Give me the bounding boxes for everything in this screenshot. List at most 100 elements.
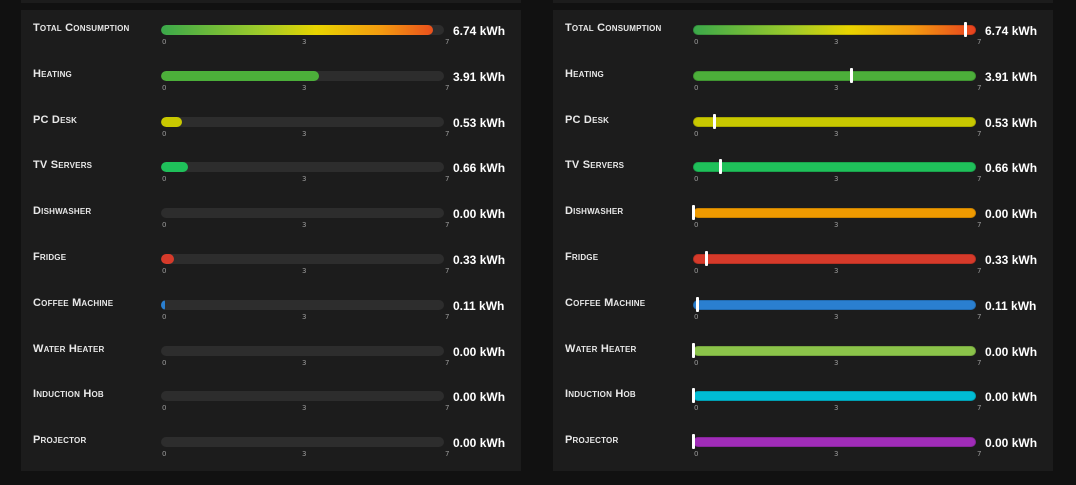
meter-label: Induction Hob xyxy=(565,388,636,401)
right-energy-panel: Total Consumption 0 3 7 6.74 kWh Heating 0 3 7 3.… xyxy=(553,10,1053,471)
meter-label: Dishwasher xyxy=(565,205,624,218)
scale-tick-label: 0 xyxy=(162,267,167,275)
meter-fill xyxy=(161,254,175,264)
meter-track xyxy=(693,70,976,81)
meter-value: 0.00 kWh xyxy=(985,390,1038,405)
scale-tick-label: 0 xyxy=(162,83,167,92)
scale-tick-label: 7 xyxy=(977,83,982,92)
meter-label: Fridge xyxy=(565,251,599,263)
scale-tick-label: 3 xyxy=(834,404,839,413)
left-panel-top-edge xyxy=(21,0,521,3)
left-meter-row-tv-servers: TV Servers 0 3 7 0.66 kWh xyxy=(21,147,521,193)
meter-value: 0.00 kWh xyxy=(985,207,1038,222)
scale-tick-label: 7 xyxy=(445,38,450,46)
meter-track xyxy=(161,391,444,402)
meter-label: PC Desk xyxy=(565,113,610,126)
scale-tick-label: 0 xyxy=(694,358,699,367)
meter-scale: 0 3 7 xyxy=(161,221,450,231)
meter-marker xyxy=(692,342,695,358)
scale-tick-label: 7 xyxy=(445,221,450,230)
meter-value: 0.00 kWh xyxy=(985,344,1038,359)
meter-scale: 0 3 7 xyxy=(161,450,449,460)
meter-scale: 0 3 7 xyxy=(693,83,982,94)
meter-track xyxy=(161,162,444,173)
scale-tick-label: 3 xyxy=(834,267,839,275)
meter-marker xyxy=(692,388,695,404)
scale-tick-label: 0 xyxy=(162,175,167,184)
left-meter-row-coffee-machine: Coffee Machine 0 3 7 0.11 kWh xyxy=(21,285,521,331)
meter-scale: 0 3 7 xyxy=(161,38,450,48)
meter-track xyxy=(693,391,976,402)
meter-scale: 0 3 7 xyxy=(161,83,450,94)
scale-tick-label: 3 xyxy=(302,450,307,459)
meter-label: Water Heater xyxy=(33,342,105,355)
scale-tick-label: 3 xyxy=(834,358,839,367)
meter-label: Fridge xyxy=(33,251,67,263)
scale-tick-label: 0 xyxy=(694,404,699,413)
meter-value: 0.33 kWh xyxy=(453,253,506,267)
right-meter-row-fridge: Fridge 0 3 7 0.33 kWh xyxy=(553,239,1053,285)
meter-scale: 0 3 7 xyxy=(693,221,982,231)
meter-scale: 0 3 7 xyxy=(693,358,982,369)
meter-value: 0.00 kWh xyxy=(453,207,506,222)
meter-value: 0.66 kWh xyxy=(453,161,506,176)
meter-fill xyxy=(161,70,320,81)
scale-tick-label: 7 xyxy=(445,175,450,184)
scale-tick-label: 7 xyxy=(977,38,982,46)
meter-track xyxy=(693,345,976,356)
scale-tick-label: 7 xyxy=(977,450,982,459)
meter-scale: 0 3 7 xyxy=(693,404,982,414)
scale-tick-label: 0 xyxy=(694,312,699,321)
scale-tick-label: 0 xyxy=(162,312,167,321)
meter-scale: 0 3 7 xyxy=(161,358,450,369)
scale-tick-label: 0 xyxy=(162,450,167,459)
meter-scale: 0 3 7 xyxy=(161,175,450,185)
scale-tick-label: 7 xyxy=(445,404,450,413)
scale-tick-label: 0 xyxy=(694,38,699,46)
meter-fill xyxy=(161,116,183,127)
scale-tick-label: 0 xyxy=(162,221,167,230)
scale-tick-label: 7 xyxy=(977,267,982,275)
meter-scale: 0 3 7 xyxy=(161,312,449,323)
meter-value: 0.00 kWh xyxy=(453,390,506,405)
scale-tick-label: 7 xyxy=(445,83,450,92)
scale-tick-label: 0 xyxy=(694,83,699,92)
meter-label: Coffee Machine xyxy=(33,296,114,309)
scale-tick-label: 0 xyxy=(694,267,699,275)
meter-marker xyxy=(850,67,854,83)
meter-value: 0.00 kWh xyxy=(985,436,1038,451)
meter-marker xyxy=(718,159,722,175)
meter-track xyxy=(693,25,976,35)
right-meter-row-dishwasher: Dishwasher 0 3 7 0.00 kWh xyxy=(553,193,1053,239)
meter-value: 6.74 kWh xyxy=(453,24,506,38)
scale-tick-label: 7 xyxy=(977,404,982,413)
meter-label: Induction Hob xyxy=(33,388,104,401)
meter-label: Dishwasher xyxy=(33,205,92,218)
left-meter-row-projector: Projector 0 3 7 0.00 kWh xyxy=(21,422,521,468)
meter-label: Total Consumption xyxy=(565,22,662,34)
right-meter-row-pc-desk: PC Desk 0 3 7 0.53 kWh xyxy=(553,102,1053,148)
meter-label: Water Heater xyxy=(565,342,637,355)
meter-track xyxy=(693,208,976,219)
meter-value: 0.00 kWh xyxy=(453,436,506,451)
scale-tick-label: 0 xyxy=(694,221,699,230)
left-meter-row-pc-desk: PC Desk 0 3 7 0.53 kWh xyxy=(21,102,521,148)
meter-value: 0.00 kWh xyxy=(453,344,506,359)
meter-marker xyxy=(696,296,700,312)
scale-tick-label: 7 xyxy=(977,358,982,367)
meter-scale: 0 3 7 xyxy=(161,267,449,277)
meter-marker xyxy=(692,205,695,221)
scale-tick-label: 7 xyxy=(445,358,450,367)
scale-tick-label: 7 xyxy=(977,221,982,230)
meter-track xyxy=(693,116,976,127)
meter-label: Heating xyxy=(565,67,604,80)
scale-tick-label: 3 xyxy=(834,175,839,184)
scale-tick-label: 0 xyxy=(694,175,699,184)
meter-scale: 0 3 7 xyxy=(693,130,981,140)
left-meter-row-fridge: Fridge 0 3 7 0.33 kWh xyxy=(21,239,521,285)
meter-track xyxy=(161,437,444,448)
meter-label: Projector xyxy=(33,434,87,447)
right-meter-row-water-heater: Water Heater 0 3 7 0.00 kWh xyxy=(553,331,1053,377)
scale-tick-label: 3 xyxy=(302,175,307,184)
scale-tick-label: 3 xyxy=(834,221,839,230)
